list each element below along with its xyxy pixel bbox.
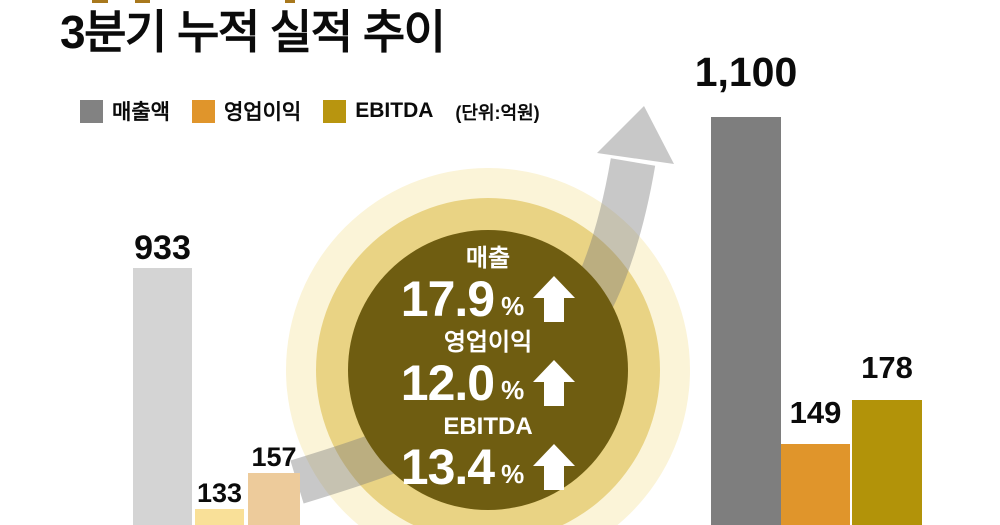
cropped-text-fragment xyxy=(92,0,108,3)
bar-left-operating-profit xyxy=(195,509,244,525)
growth-row-ebitda: 13.4 % xyxy=(400,439,576,495)
up-arrow-icon xyxy=(533,276,576,322)
growth-badge: 매출 17.9 % 영업이익 12.0 % EBITDA 13.4 % xyxy=(348,230,628,510)
bar-value-label: 178 xyxy=(861,350,913,385)
unit-label: (단위:억원) xyxy=(455,103,540,123)
cropped-text-fragment xyxy=(285,0,295,3)
growth-value: 13.4 xyxy=(400,439,495,495)
legend-swatch-ebitda xyxy=(323,99,347,123)
legend-label-ebitda: EBITDA xyxy=(355,99,434,122)
growth-label-operating-profit: 영업이익 xyxy=(443,329,533,356)
growth-row-operating-profit: 12.0 % xyxy=(400,355,576,411)
growth-label-ebitda: EBITDA xyxy=(443,413,533,440)
legend-swatch-revenue xyxy=(80,99,103,123)
up-arrow-icon xyxy=(533,444,576,490)
percent-sign: % xyxy=(501,291,525,321)
legend-label-operating-profit: 영업이익 xyxy=(223,101,302,124)
bar-right-ebitda xyxy=(852,400,922,525)
percent-sign: % xyxy=(501,375,525,405)
growth-value: 17.9 xyxy=(400,271,495,327)
up-arrow-icon xyxy=(533,360,576,406)
bar-right-operating-profit xyxy=(781,444,850,525)
cropped-text-fragment xyxy=(135,0,150,3)
bar-right-revenue xyxy=(711,117,781,525)
bar-value-label: 933 xyxy=(134,229,191,267)
bar-value-label: 133 xyxy=(196,478,243,508)
growth-row-revenue: 17.9 % xyxy=(400,271,576,327)
bar-value-label: 157 xyxy=(251,442,297,472)
legend-swatch-operating-profit xyxy=(191,99,215,123)
growth-label-revenue: 매출 xyxy=(465,245,511,272)
bar-left-ebitda xyxy=(248,473,300,525)
bar-value-label: 149 xyxy=(789,395,842,430)
percent-sign: % xyxy=(501,459,525,489)
legend-label-revenue: 매출액 xyxy=(112,101,170,124)
growth-value: 12.0 xyxy=(400,355,495,411)
chart-title: 3분기 누적 실적 추이 xyxy=(60,6,446,58)
legend: 매출액 영업이익 EBITDA (단위:억원) xyxy=(80,96,540,126)
bar-value-label: 1,100 xyxy=(694,49,798,95)
bar-left-revenue xyxy=(133,268,192,525)
